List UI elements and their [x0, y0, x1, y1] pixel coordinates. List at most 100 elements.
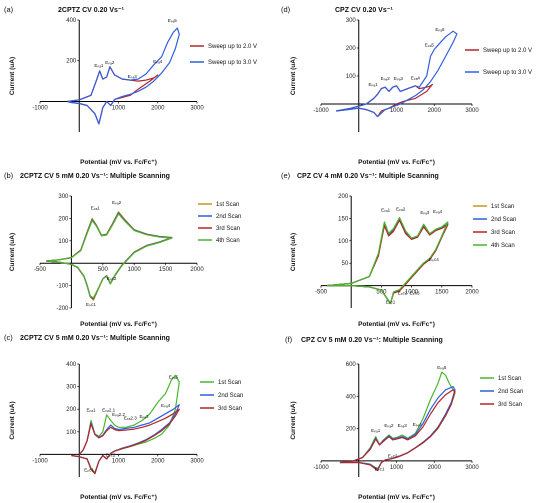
x-tick-label: 3000	[190, 458, 204, 464]
legend-entry: 4th Scan	[491, 243, 515, 249]
x-tick-label: -1000	[32, 105, 48, 111]
x-tick-label: 2000	[428, 465, 442, 471]
chart-title: 2CPTZ CV 5 mM 0.20 Vs⁻¹: Multiple Scanni…	[20, 173, 170, 180]
y-tick-label: 300	[58, 194, 69, 200]
peak-annotation: Eₚₐ5	[168, 18, 178, 23]
x-tick-label: 2000	[190, 267, 204, 273]
y-tick-label: 100	[66, 430, 77, 436]
peak-annotation: Eₚc1	[84, 467, 94, 472]
peak-annotation: Eₚₐ6	[435, 27, 445, 32]
peak-annotation: Eₚc2	[106, 453, 116, 458]
x-tick-label: 2000	[465, 290, 479, 296]
x-tick-label: 1500	[435, 290, 449, 296]
peak-annotation: Eₚc2	[107, 276, 117, 281]
y-tick-label: 200	[338, 194, 349, 200]
panel-letter: (a)	[4, 5, 14, 14]
series-line	[67, 27, 180, 125]
chart-panel: (a) 2CPTZ CV 0.20 Vs⁻¹ -1000 1000 2000 3000 20…	[4, 5, 257, 166]
peak-annotation: Eₚₐ2.2	[112, 412, 125, 417]
x-tick-label: 3000	[465, 465, 479, 471]
peak-annotation: Eₚₐ2.3	[124, 415, 137, 420]
legend-entry: 3rd Scan	[216, 226, 240, 232]
y-tick-label: 600	[346, 362, 357, 368]
series-line	[71, 408, 180, 475]
chart-title: 2CPTZ CV 5 mM 0.20 Vs⁻¹: Multiple Scanni…	[20, 335, 170, 342]
peak-annotation: Eₚc3	[410, 291, 420, 296]
y-tick-label: 400	[66, 362, 77, 368]
peak-annotation: Eₚₐ2	[381, 76, 391, 81]
y-tick-label: 400	[66, 18, 77, 24]
y-axis-label: Current (uA)	[9, 233, 16, 271]
chart-panel: (d) CPZ CV 0.20 Vs⁻¹ -1000 1000 2000 3000 100 2…	[281, 5, 532, 166]
y-axis-label: Current (uA)	[9, 57, 16, 95]
legend-entry: 4th Scan	[216, 238, 240, 244]
y-tick-label: 200	[346, 46, 357, 52]
chart-panel: (f) CPZ CV 5 mM 0.20 Vs⁻¹: Multiple Scann…	[285, 335, 523, 501]
x-axis-label: Potential (mV vs. Fc/Fc⁺)	[358, 494, 435, 501]
legend-entry: 3rd Scan	[498, 402, 522, 408]
y-tick-label: -200	[56, 306, 69, 312]
legend-entry: 3rd Scan	[218, 406, 242, 412]
peak-annotation: Eₚₐ4	[433, 209, 443, 214]
x-axis-label: Potential (mV vs. Fc/Fc⁺)	[80, 321, 157, 328]
panel-letter: (b)	[4, 171, 14, 180]
peak-annotation: Eₚₐ3	[420, 210, 430, 215]
x-tick-label: 1000	[390, 108, 404, 114]
legend-entry: 1st Scan	[498, 376, 521, 382]
y-tick-label: 200	[58, 216, 69, 222]
x-tick-label: 1000	[128, 267, 142, 273]
y-tick-label: -100	[56, 284, 69, 290]
x-tick-label: 500	[376, 290, 387, 296]
y-tick-label: 200	[66, 59, 77, 65]
x-tick-label: 1000	[112, 105, 126, 111]
peak-annotation: Eₚₐ1	[381, 208, 391, 213]
y-tick-label: 100	[58, 239, 69, 245]
y-axis-label: Current (uA)	[290, 57, 297, 95]
peak-annotation: Eₚₐ1	[371, 428, 381, 433]
y-axis-label: Current (uA)	[290, 401, 297, 439]
y-tick-label: 200	[66, 407, 77, 413]
x-axis-label: Potential (mV vs. Fc/Fc⁺)	[80, 159, 157, 166]
peak-annotation: Eₚₐ3	[128, 74, 138, 79]
peak-annotation: Eₚₐ3	[394, 76, 404, 81]
chart-panel: (b) 2CPTZ CV 5 mM 0.20 Vs⁻¹: Multiple Sca…	[4, 171, 241, 328]
peak-annotation: Eₚₐ1	[86, 407, 96, 412]
x-tick-label: 1000	[112, 458, 126, 464]
panel-letter: (d)	[281, 5, 291, 14]
legend-entry: Sweep up to 2.0 V	[208, 44, 257, 50]
chart-title: 2CPTZ CV 0.20 Vs⁻¹	[58, 7, 125, 14]
peak-annotation: Eₚₐ2	[112, 200, 122, 205]
panel-letter: (c)	[4, 333, 13, 342]
legend-entry: 2nd Scan	[498, 389, 523, 395]
peak-annotation: Eₚₐ4	[153, 59, 163, 64]
y-tick-label: 400	[346, 394, 357, 400]
x-tick-label: 2000	[428, 108, 442, 114]
peak-annotation: Eₚₐ3	[398, 423, 408, 428]
series-line	[335, 30, 458, 118]
x-tick-label: -1000	[313, 465, 329, 471]
x-tick-label: 500	[98, 267, 109, 273]
peak-annotation: Eₚₐ2.1	[102, 407, 115, 412]
x-tick-label: 3000	[190, 105, 204, 111]
series-line	[326, 216, 449, 305]
legend-entry: Sweep up to 3.0 V	[208, 60, 257, 66]
peak-annotation: Eₚc4	[429, 257, 439, 262]
peak-annotation: Eₚₐ4	[411, 75, 421, 80]
legend-entry: 2nd Scan	[216, 214, 241, 220]
peak-annotation: Eₚc2	[398, 291, 408, 296]
chart-panel: (c) 2CPTZ CV 5 mM 0.20 Vs⁻¹: Multiple Sca…	[4, 333, 243, 501]
x-axis-label: Potential (mV vs. Fc/Fc⁺)	[80, 494, 157, 501]
y-tick-label: 200	[346, 427, 357, 433]
peak-annotation: Eₚₐ1	[91, 205, 101, 210]
series-line	[339, 389, 456, 472]
peak-annotation: Eₚₐ4	[161, 403, 171, 408]
panel-letter: (f)	[285, 335, 293, 344]
y-tick-label: 300	[346, 18, 357, 24]
x-axis-label: Potential (mV vs. Fc/Fc⁺)	[358, 321, 435, 328]
legend-entry: 1st Scan	[216, 202, 239, 208]
peak-annotation: Eₚc2	[388, 454, 398, 459]
y-tick-label: 300	[66, 385, 77, 391]
x-axis-label: Potential (mV vs. Fc/Fc⁺)	[358, 159, 435, 166]
peak-annotation: Eₚₐ5	[437, 365, 447, 370]
